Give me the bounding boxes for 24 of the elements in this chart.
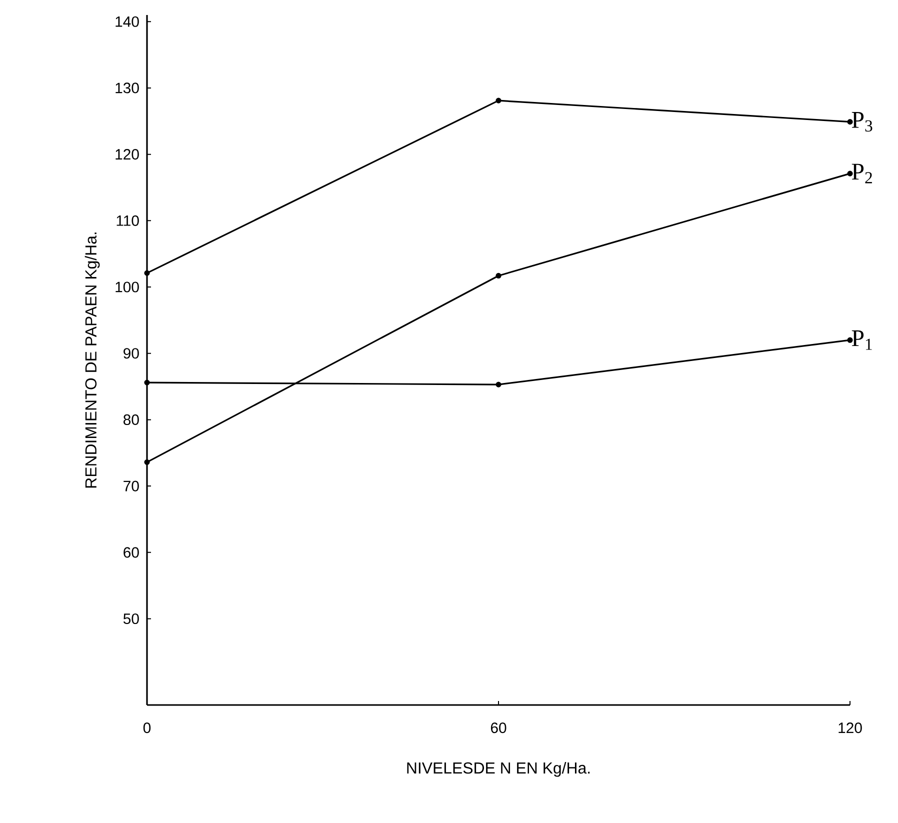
y-tick-label: 120 [116, 149, 139, 160]
x-tick-label: 60 [490, 722, 506, 734]
series-label: P$_{3}$ [852, 112, 872, 132]
point [496, 382, 502, 388]
x-tick-label: 120 [838, 722, 862, 734]
series-label: P$_{1}$ [852, 330, 872, 350]
point [496, 98, 502, 104]
x-tick-label: 0 [143, 722, 151, 734]
point [144, 380, 150, 386]
y-tick-label: 60 [124, 547, 139, 558]
y-tick-label: 70 [124, 480, 139, 492]
point [144, 459, 150, 465]
y-tick-label: 90 [124, 348, 139, 359]
y-axis-title: RENDIMIENTO DE PAPAEN Kg/Ha. [84, 232, 100, 488]
point [144, 270, 150, 276]
y-tick-label: 140 [116, 16, 139, 27]
y-tick-label: 80 [124, 414, 139, 425]
y-tick-label: 50 [123, 613, 139, 624]
y-tick-label: 130 [116, 82, 139, 94]
point [496, 272, 502, 279]
series-label: P$_{2}$ [852, 164, 872, 184]
y-tick-label: 110 [116, 215, 139, 226]
x-axis-title: NIVELESDE N EN Kg/Ha. [407, 762, 590, 777]
y-tick-label: 100 [116, 282, 139, 292]
